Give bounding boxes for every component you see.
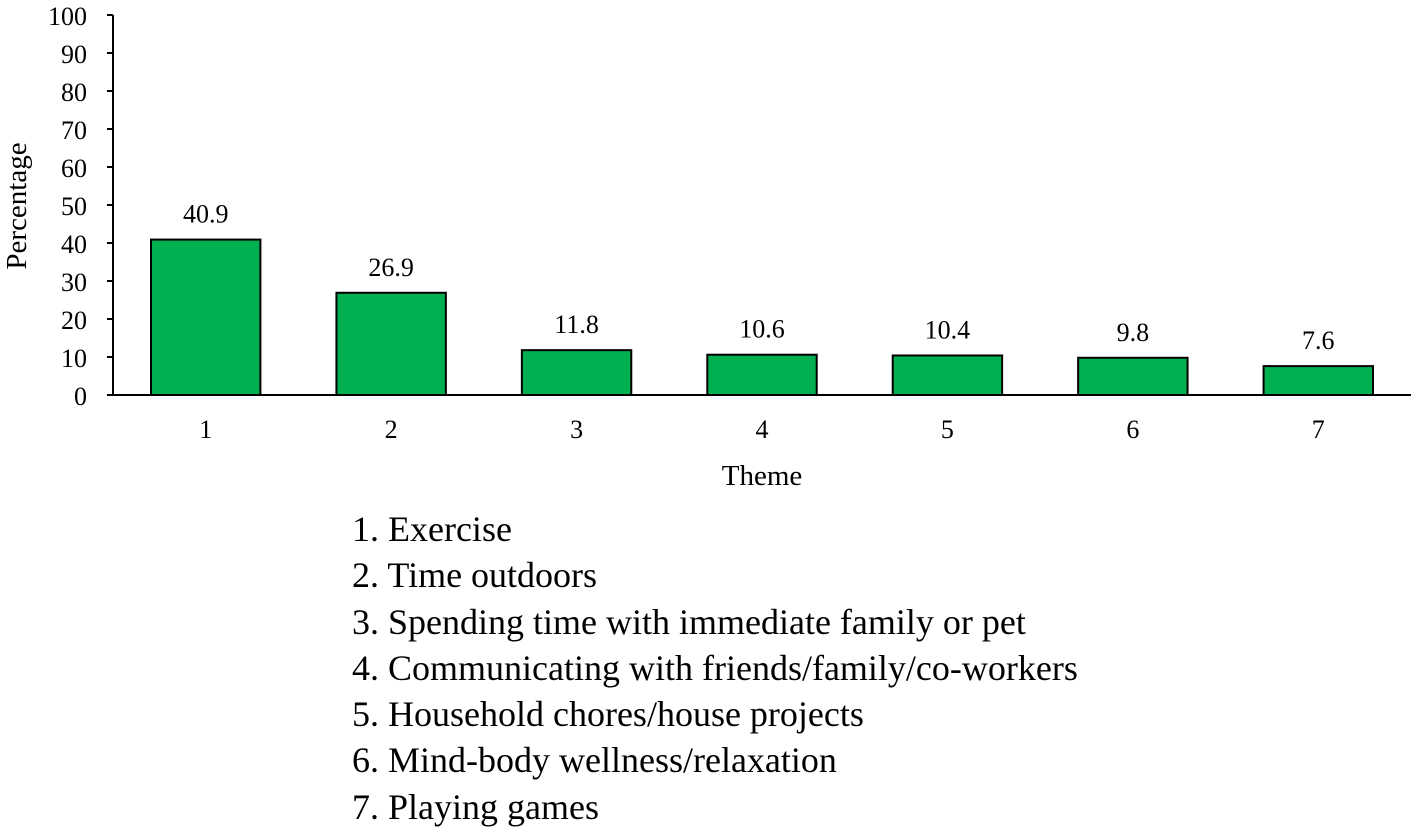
theme-legend: 1. Exercise 2. Time outdoors 3. Spending…: [352, 506, 1078, 830]
x-axis-ticks: 1 2 3 4 5 6 7: [199, 415, 1325, 444]
bar: [706, 353, 818, 396]
x-tick-label: 4: [756, 415, 769, 444]
data-label: 40.9: [183, 200, 229, 229]
y-axis-ticks: 0 10 20 30 40 50 60 70 80 90 100: [48, 2, 113, 411]
bar-series: [150, 238, 1374, 397]
x-tick-label: 3: [570, 415, 583, 444]
legend-item: 5. Household chores/house projects: [352, 694, 864, 735]
y-tick-label: 80: [61, 78, 87, 107]
x-tick-label: 5: [941, 415, 954, 444]
bar: [520, 349, 633, 397]
bar: [1262, 365, 1374, 396]
x-tick-label: 1: [199, 415, 212, 444]
y-tick-label: 70: [61, 116, 87, 145]
legend-item: 1. Exercise: [352, 509, 512, 549]
legend-item: 2. Time outdoors: [352, 555, 598, 596]
x-tick-label: 2: [385, 415, 398, 444]
data-label: 9.8: [1117, 318, 1150, 347]
bar-chart: 0 10 20 30 40 50 60 70 80 90 100 40.9 26.9 11.8 10.6 1…: [1, 2, 1411, 492]
x-tick-label: 7: [1312, 415, 1325, 444]
y-tick-label: 10: [61, 344, 87, 373]
bar: [150, 238, 262, 396]
data-label: 10.6: [739, 315, 785, 344]
data-labels: 40.9 26.9 11.8 10.6 10.4 9.8 7.6: [183, 200, 1335, 356]
x-tick-label: 6: [1126, 415, 1139, 444]
y-tick-label: 90: [61, 40, 87, 69]
legend-item: 3. Spending time with immediate family o…: [352, 601, 1026, 642]
bar: [335, 291, 447, 396]
data-label: 26.9: [368, 253, 414, 282]
legend-item: 6. Mind-body wellness/relaxation: [352, 740, 837, 781]
y-tick-label: 40: [61, 230, 87, 259]
legend-item: 7. Playing games: [352, 786, 599, 827]
y-tick-label: 60: [61, 154, 87, 183]
y-tick-label: 30: [61, 268, 87, 297]
y-tick-label: 20: [61, 306, 87, 335]
data-label: 7.6: [1302, 326, 1335, 355]
y-tick-label: 50: [61, 192, 87, 221]
legend-item: 4. Communicating with friends/family/co-…: [352, 647, 1078, 688]
x-axis-label: Theme: [722, 460, 803, 492]
bar: [891, 354, 1004, 397]
y-tick-label: 0: [74, 382, 87, 411]
y-axis-label: Percentage: [1, 142, 33, 269]
data-label: 11.8: [554, 310, 599, 339]
bar: [1077, 356, 1189, 397]
y-tick-label: 100: [48, 2, 87, 31]
data-label: 10.4: [925, 315, 971, 344]
